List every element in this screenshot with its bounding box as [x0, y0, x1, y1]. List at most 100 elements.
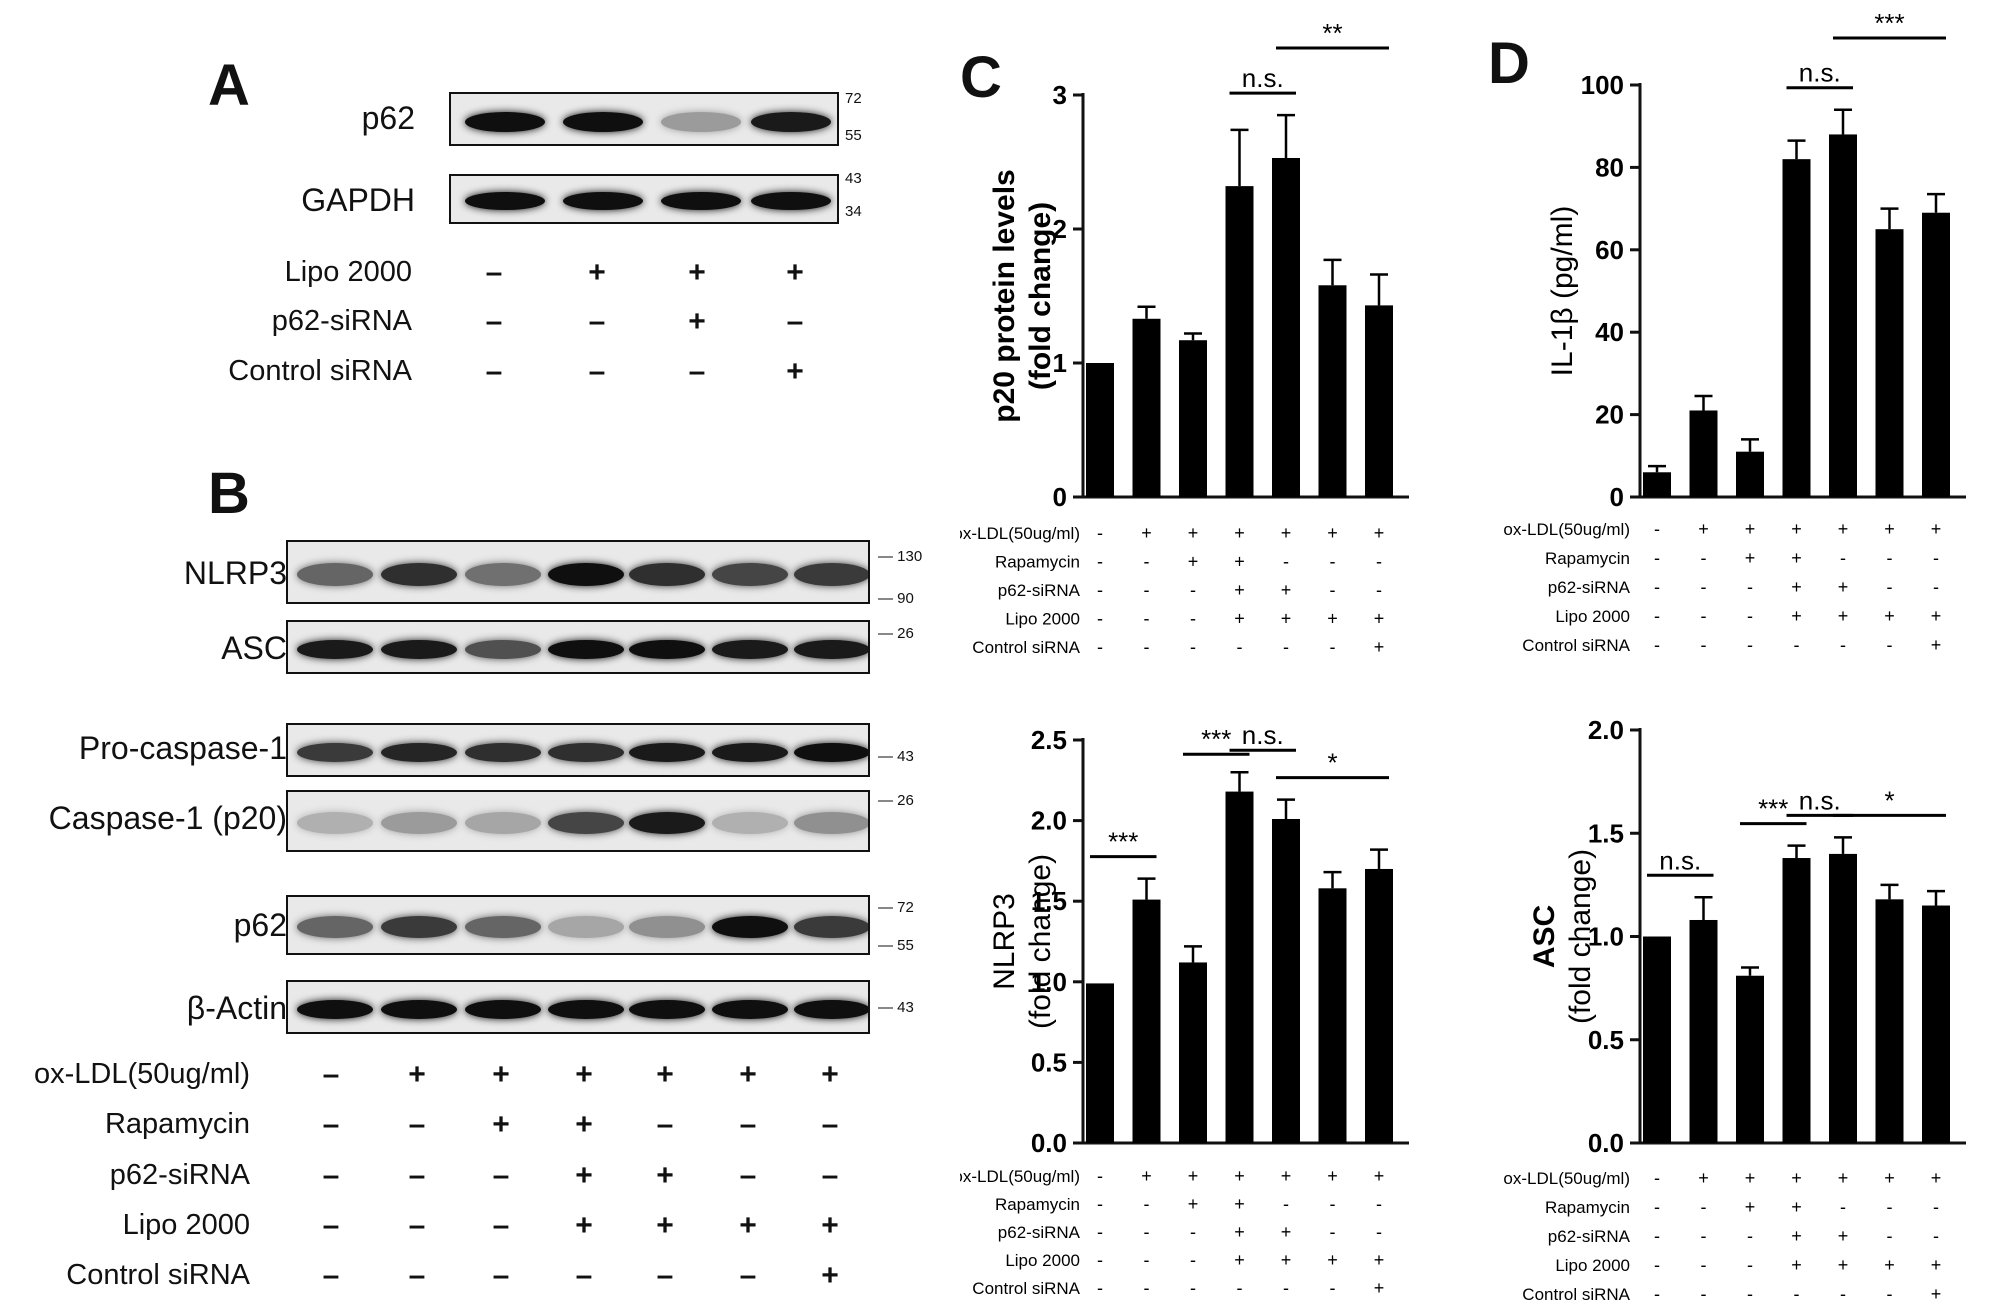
band [548, 812, 624, 834]
plus-sign: + [1931, 1168, 1942, 1188]
panel-letter-b: B [208, 461, 250, 526]
treatment-label: Rapamycin [995, 1195, 1080, 1214]
y-tick-label: 1.0 [1588, 922, 1624, 952]
minus-sign: - [1747, 635, 1753, 655]
band [794, 1000, 868, 1019]
plus-sign: + [1931, 1284, 1942, 1304]
minus-sign: - [1701, 548, 1707, 568]
minus-sign: - [1190, 609, 1196, 629]
plus-sign: + [1931, 1255, 1942, 1275]
band [712, 916, 788, 938]
bar [1318, 285, 1347, 497]
plus-sign: + [1141, 1166, 1152, 1186]
bar [1643, 936, 1671, 1143]
plus-sign: + [1745, 548, 1756, 568]
band [381, 812, 457, 834]
plus-sign: + [1188, 523, 1199, 543]
significance-label: ** [1322, 18, 1342, 48]
plus-sign: + [492, 1058, 510, 1091]
band [794, 812, 868, 834]
mw-marker: — 55 [878, 937, 914, 954]
plus-sign: + [1374, 1278, 1385, 1298]
minus-sign: - [1190, 1250, 1196, 1270]
significance-label: n.s. [1799, 785, 1841, 815]
bar [1272, 818, 1300, 1143]
blot-label: Pro-caspase-1 [78, 730, 287, 766]
plus-sign: + [1931, 635, 1942, 655]
bar [1132, 899, 1161, 1143]
plus-sign: + [408, 1058, 426, 1091]
blot-b-1 [286, 620, 870, 674]
band [751, 112, 831, 132]
bar [1365, 868, 1393, 1143]
plus-sign: + [1374, 523, 1385, 543]
treatment-label: ox-LDL(50ug/ml) [34, 1058, 250, 1090]
plus-sign: + [1234, 580, 1245, 600]
treatment-label: Rapamycin [995, 553, 1080, 572]
treatment-label: p62-siRNA [271, 305, 412, 337]
band [661, 112, 741, 132]
plus-sign: + [821, 1259, 839, 1292]
y-tick-label: 0 [1053, 482, 1067, 512]
y-tick-label: 1 [1053, 348, 1067, 378]
minus-sign: – [588, 305, 606, 338]
minus-sign: - [1654, 548, 1660, 568]
y-tick-label: 3 [1053, 80, 1067, 110]
treatment-label: Lipo 2000 [122, 1209, 250, 1241]
band [465, 192, 545, 210]
minus-sign: - [1794, 635, 1800, 655]
blot-b-2 [286, 723, 870, 777]
y-tick-label: 1.0 [1031, 967, 1067, 997]
blot-b-0 [286, 540, 870, 604]
bar [1179, 340, 1207, 497]
minus-sign: - [1887, 1226, 1893, 1246]
blot-label: ASC [221, 630, 287, 666]
minus-sign: - [1330, 1278, 1336, 1298]
plus-sign: + [1745, 519, 1756, 539]
minus-sign: - [1887, 1284, 1893, 1304]
minus-sign: - [1840, 1284, 1846, 1304]
mw-marker: — 130 [878, 548, 923, 565]
minus-sign: - [1840, 548, 1846, 568]
plus-sign: + [1791, 1197, 1802, 1217]
treatment-label: Control siRNA [66, 1259, 250, 1291]
blot-b-3 [286, 790, 870, 852]
plus-sign: + [1188, 552, 1199, 572]
plus-sign: + [1791, 606, 1802, 626]
minus-sign: - [1237, 637, 1243, 657]
minus-sign: - [1330, 580, 1336, 600]
y-axis-label: p20 protein levels [988, 169, 1021, 422]
minus-sign: – [821, 1159, 839, 1192]
minus-sign: – [485, 305, 503, 338]
y-tick-label: 1.5 [1031, 886, 1067, 916]
mw-marker: — 90 [878, 590, 914, 607]
band [548, 640, 624, 659]
plus-sign: + [1188, 1166, 1199, 1186]
minus-sign: – [408, 1159, 426, 1192]
plus-sign: + [1234, 552, 1245, 572]
treatment-label: Lipo 2000 [1555, 607, 1630, 626]
minus-sign: – [322, 1108, 340, 1141]
mw-marker: — 43 [878, 748, 914, 765]
treatment-label: p62-siRNA [1548, 1227, 1631, 1246]
plus-sign: + [575, 1209, 593, 1242]
minus-sign: - [1654, 1255, 1660, 1275]
minus-sign: - [1144, 1222, 1150, 1242]
band [465, 112, 545, 132]
significance-label: *** [1874, 8, 1904, 38]
band [297, 563, 373, 586]
minus-sign: - [1654, 1168, 1660, 1188]
plus-sign: + [1374, 637, 1385, 657]
plus-sign: + [1374, 609, 1385, 629]
band [712, 743, 788, 762]
minus-sign: – [485, 256, 503, 289]
plus-sign: + [1698, 519, 1709, 539]
plus-sign: + [1374, 1166, 1385, 1186]
plus-sign: + [1141, 523, 1152, 543]
treatment-label: ox-LDL(50ug/ml) [1503, 1169, 1630, 1188]
y-axis-label: NLRP3 [988, 893, 1021, 990]
bar [1782, 159, 1811, 497]
y-axis-label: (fold change) [1024, 854, 1057, 1029]
minus-sign: – [485, 355, 503, 388]
